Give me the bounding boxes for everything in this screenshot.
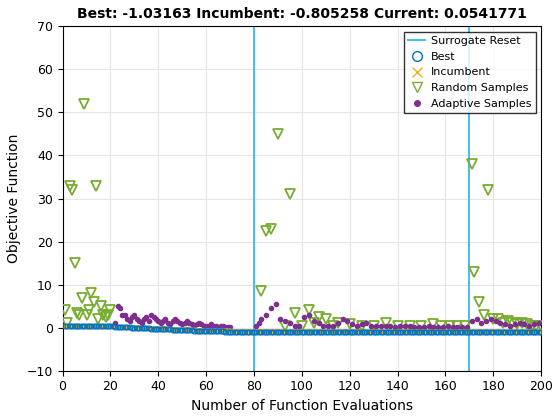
Legend: Surrogate Reset, Best, Incumbent, Random Samples, Adaptive Samples: Surrogate Reset, Best, Incumbent, Random… (404, 32, 535, 113)
Best (538, 330, 544, 335)
Incumbent (516, 329, 523, 334)
Best (500, 330, 506, 335)
Random Samples (93, 183, 100, 188)
Random Samples (323, 317, 329, 322)
Incumbent (62, 323, 68, 328)
Best (90, 323, 97, 328)
Best (62, 323, 68, 328)
Random Samples (73, 310, 80, 315)
Adaptive Samples (208, 322, 214, 327)
Random Samples (62, 308, 68, 313)
Incumbent (538, 329, 544, 334)
Line: Adaptive Samples: Adaptive Samples (109, 300, 543, 331)
Random Samples (358, 324, 365, 329)
Best (516, 330, 523, 335)
Random Samples (509, 321, 516, 326)
Line: Random Samples: Random Samples (60, 99, 546, 331)
Y-axis label: Objective Function: Objective Function (7, 134, 21, 263)
Adaptive Samples (176, 321, 183, 326)
Adaptive Samples (325, 324, 332, 329)
Random Samples (102, 315, 109, 320)
Random Samples (81, 101, 87, 106)
Adaptive Samples (526, 323, 533, 328)
Adaptive Samples (225, 325, 231, 330)
Random Samples (406, 323, 413, 328)
Incumbent (90, 323, 97, 328)
Best (251, 330, 258, 335)
Adaptive Samples (535, 321, 542, 326)
Adaptive Samples (110, 323, 116, 328)
Incumbent (251, 329, 258, 334)
Incumbent (188, 327, 195, 332)
X-axis label: Number of Function Evaluations: Number of Function Evaluations (191, 399, 413, 413)
Best (150, 326, 157, 331)
Adaptive Samples (258, 317, 264, 322)
Incumbent (81, 323, 87, 328)
Best (81, 323, 87, 328)
Best (188, 328, 195, 333)
Adaptive Samples (169, 319, 176, 324)
Incumbent (150, 326, 157, 331)
Title: Best: -1.03163 Incumbent: -0.805258 Current: 0.0541771: Best: -1.03163 Incumbent: -0.805258 Curr… (77, 7, 527, 21)
Adaptive Samples (272, 302, 279, 307)
Random Samples (538, 324, 544, 329)
Line: Best: Best (63, 323, 544, 335)
Line: Incumbent: Incumbent (63, 323, 544, 333)
Incumbent (500, 329, 506, 334)
